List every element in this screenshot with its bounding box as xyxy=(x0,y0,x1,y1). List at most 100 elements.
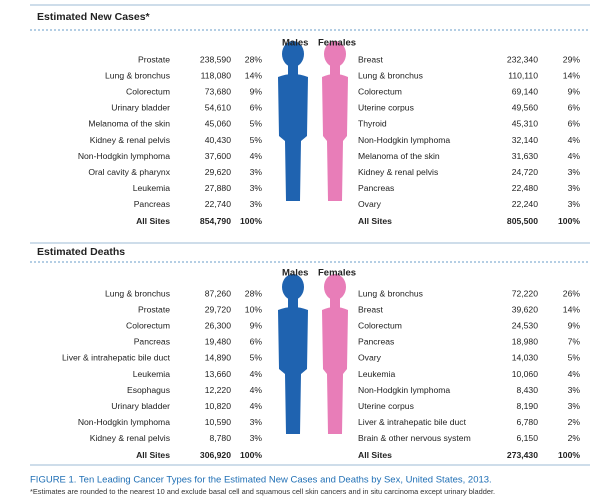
percent: 4% xyxy=(250,401,263,411)
site: Melanoma of the skin xyxy=(358,151,440,161)
site: Lung & bronchus xyxy=(105,70,170,80)
percent: 100% xyxy=(240,450,262,460)
percent: 3% xyxy=(250,417,263,427)
site: Lung & bronchus xyxy=(358,288,423,298)
site: Leukemia xyxy=(358,369,395,379)
count: 73,680 xyxy=(205,86,232,96)
count: 110,110 xyxy=(508,70,538,80)
site: Pancreas xyxy=(134,337,170,347)
percent: 3% xyxy=(568,167,581,177)
count: 18,980 xyxy=(512,337,539,347)
site: Liver & intrahepatic bile duct xyxy=(358,417,467,427)
neck xyxy=(330,65,340,75)
site: Oral cavity & pharynx xyxy=(88,167,170,177)
site: Pancreas xyxy=(134,199,170,209)
percent: 6% xyxy=(250,337,263,347)
body xyxy=(322,74,348,201)
site: Colorectum xyxy=(126,320,170,330)
site: Esophagus xyxy=(127,385,170,395)
head xyxy=(324,274,346,300)
percent: 6% xyxy=(250,103,263,113)
site: Lung & bronchus xyxy=(358,70,423,80)
count: 10,820 xyxy=(205,401,232,411)
percent: 4% xyxy=(250,151,263,161)
neck xyxy=(288,65,298,75)
site: Breast xyxy=(358,54,383,64)
site: Colorectum xyxy=(358,86,402,96)
count: 238,590 xyxy=(200,54,231,64)
percent: 100% xyxy=(558,450,580,460)
count: 72,220 xyxy=(512,288,539,298)
caption: FIGURE 1. Ten Leading Cancer Types for t… xyxy=(30,475,492,486)
count: 13,660 xyxy=(205,369,232,379)
site: Uterine corpus xyxy=(358,103,414,113)
count: 118,080 xyxy=(201,70,232,80)
percent: 9% xyxy=(568,86,581,96)
males-label: Males xyxy=(282,38,308,49)
neck xyxy=(330,298,340,308)
body xyxy=(322,307,348,434)
count: 8,190 xyxy=(516,401,538,411)
site: Non-Hodgkin lymphoma xyxy=(78,417,170,427)
percent: 3% xyxy=(568,183,581,193)
percent: 7% xyxy=(568,337,581,347)
site: Lung & bronchus xyxy=(105,288,170,298)
body xyxy=(278,307,308,434)
percent: 6% xyxy=(568,119,581,129)
percent: 10% xyxy=(245,304,263,314)
percent: 100% xyxy=(558,216,580,226)
percent: 100% xyxy=(240,216,262,226)
count: 8,430 xyxy=(516,385,538,395)
site: Non-Hodgkin lymphoma xyxy=(78,151,170,161)
count: 37,600 xyxy=(205,151,232,161)
site: Ovary xyxy=(358,199,382,209)
percent: 14% xyxy=(563,304,581,314)
count: 69,140 xyxy=(512,86,539,96)
count: 6,150 xyxy=(516,433,538,443)
count: 232,340 xyxy=(507,54,538,64)
site: Colorectum xyxy=(358,320,402,330)
percent: 9% xyxy=(568,320,581,330)
count: 31,630 xyxy=(512,151,539,161)
female-silhouette xyxy=(322,274,348,434)
percent: 4% xyxy=(250,385,263,395)
site: Non-Hodgkin lymphoma xyxy=(358,135,450,145)
site: All Sites xyxy=(358,450,392,460)
site: Ovary xyxy=(358,353,382,363)
count: 14,890 xyxy=(205,353,232,363)
site: Pancreas xyxy=(358,337,394,347)
count: 12,220 xyxy=(205,385,232,395)
percent: 4% xyxy=(568,151,581,161)
site: Kidney & renal pelvis xyxy=(358,167,438,177)
site: Uterine corpus xyxy=(358,401,414,411)
count: 27,880 xyxy=(205,183,232,193)
percent: 3% xyxy=(250,167,263,177)
percent: 2% xyxy=(568,433,581,443)
percent: 9% xyxy=(250,86,263,96)
males-label: Males xyxy=(282,268,308,279)
females-label: Females xyxy=(318,268,356,279)
count: 39,620 xyxy=(512,304,539,314)
site: Colorectum xyxy=(126,86,170,96)
count: 29,720 xyxy=(205,304,232,314)
percent: 3% xyxy=(568,401,581,411)
count: 45,310 xyxy=(512,119,539,129)
site: All Sites xyxy=(136,216,170,226)
count: 22,740 xyxy=(205,199,232,209)
percent: 3% xyxy=(568,385,581,395)
site: Urinary bladder xyxy=(111,103,170,113)
percent: 4% xyxy=(568,369,581,379)
site: Non-Hodgkin lymphoma xyxy=(358,385,450,395)
male-silhouette xyxy=(278,274,308,434)
count: 24,530 xyxy=(512,320,539,330)
site: All Sites xyxy=(136,450,170,460)
count: 6,780 xyxy=(516,417,538,427)
percent: 5% xyxy=(250,353,263,363)
count: 10,060 xyxy=(512,369,539,379)
site: All Sites xyxy=(358,216,392,226)
body xyxy=(278,74,308,201)
site: Breast xyxy=(358,304,383,314)
females-label: Females xyxy=(318,38,356,49)
count: 19,480 xyxy=(205,337,232,347)
